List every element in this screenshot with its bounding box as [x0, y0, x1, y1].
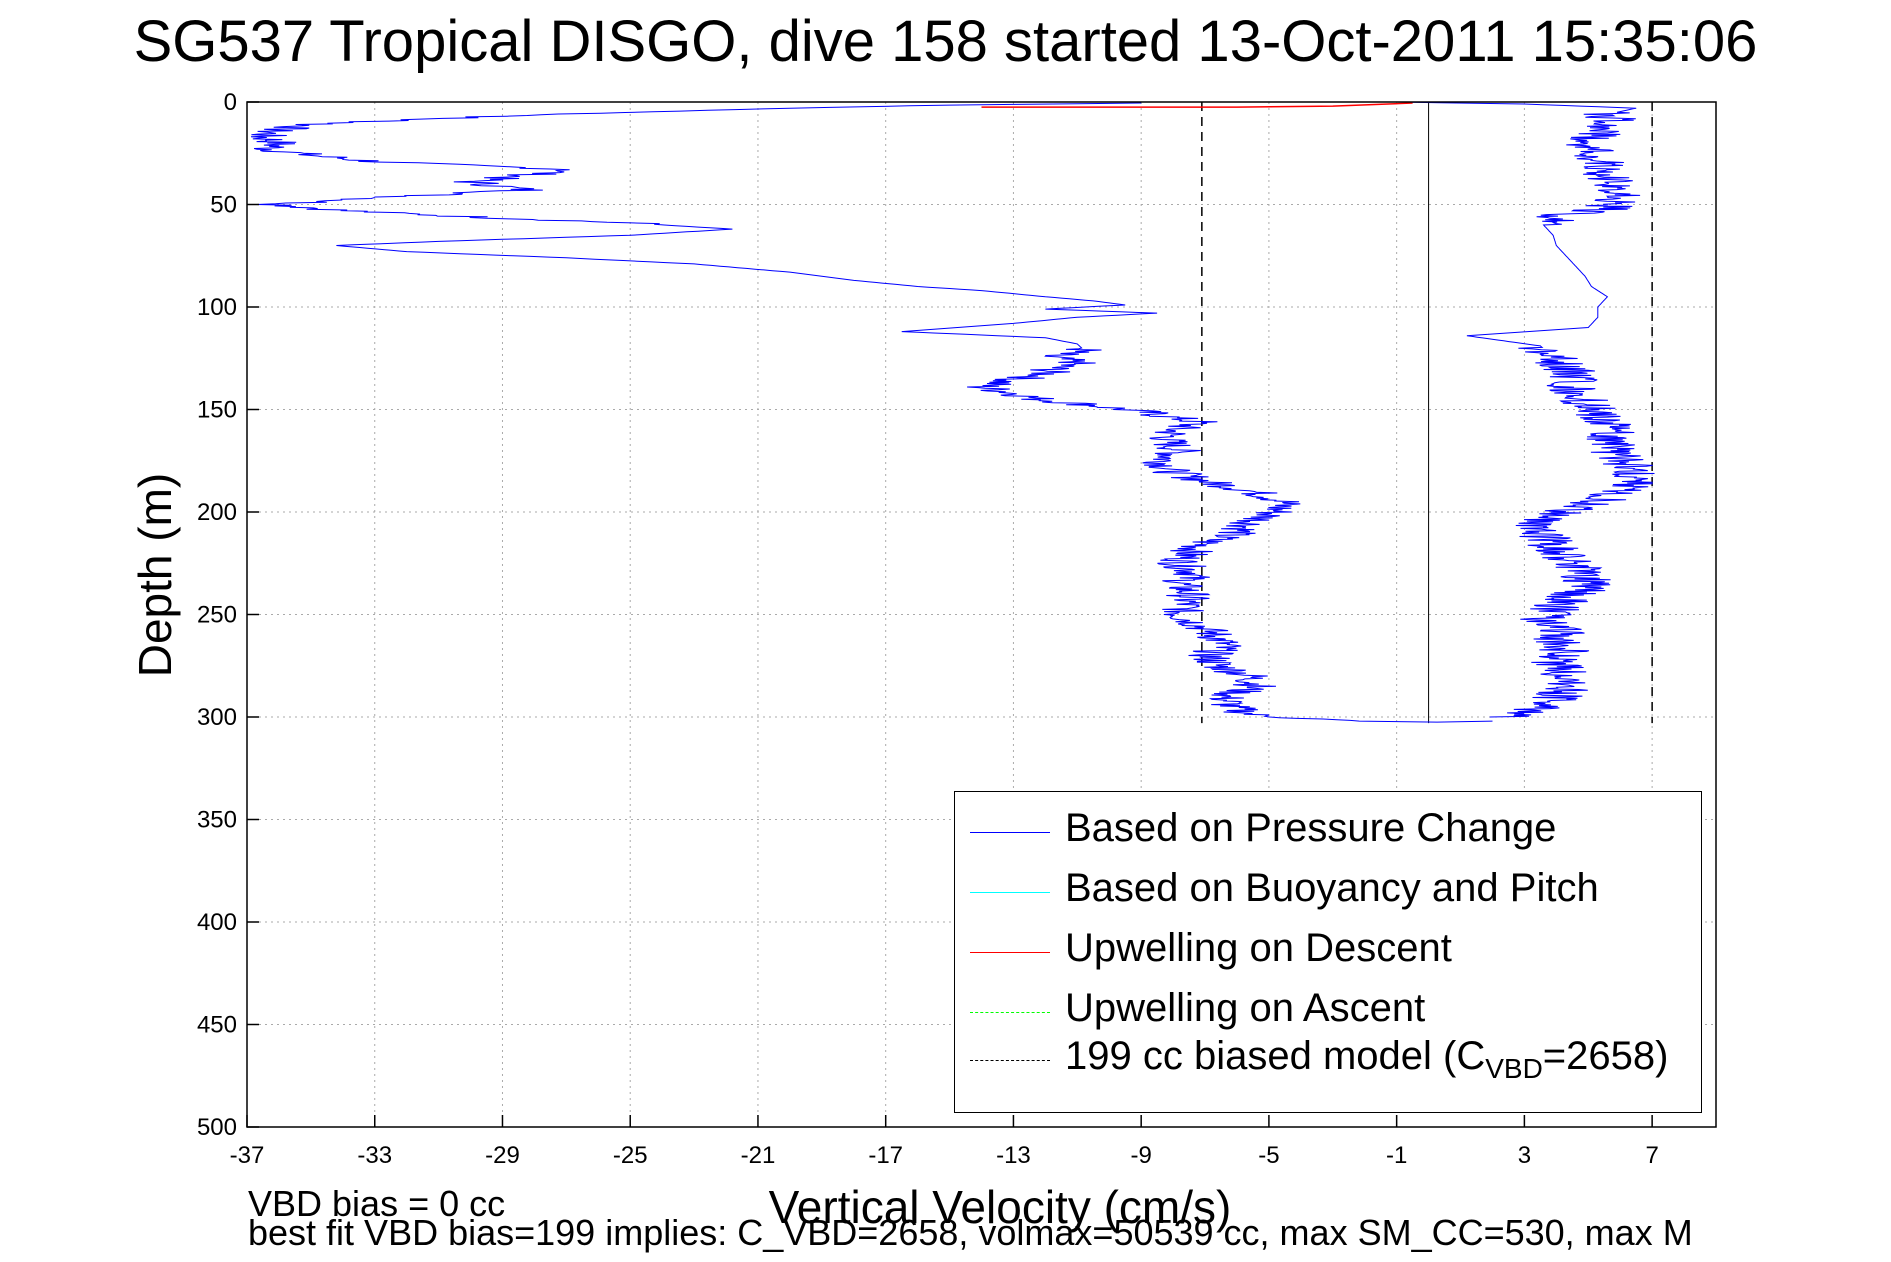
x-tick-label: -21	[741, 1142, 776, 1169]
y-tick-label: 500	[197, 1114, 237, 1141]
vbd-bias-note: VBD bias = 0 cc	[248, 1183, 506, 1224]
x-tick-label: -29	[485, 1142, 520, 1169]
x-axis-label: Vertical Velocity (cm/s)	[768, 1181, 1232, 1233]
axis-ticks: -37 -33 -29 -25 -21 -17 -13 -9 -5 -1 3 705010015020…	[197, 89, 1659, 1169]
legend-item-buoyancy: Based on Buoyancy and Pitch	[955, 866, 1701, 942]
y-tick-label: 200	[197, 499, 237, 526]
pressure-change-descent-line	[250, 102, 1493, 723]
legend-swatch-upwelling-ascent	[970, 1012, 1050, 1013]
legend-swatch-pressure	[970, 832, 1050, 833]
x-tick-label: 7	[1645, 1142, 1658, 1169]
legend-model-sub: VBD	[1485, 1053, 1543, 1084]
y-tick-label: 100	[197, 294, 237, 321]
y-tick-label: 400	[197, 909, 237, 936]
legend-model-text: 199 cc biased model (C	[1065, 1034, 1486, 1078]
x-tick-label: -37	[230, 1142, 265, 1169]
legend-item-model: 199 cc biased model (CVBD=2658)	[955, 1034, 1701, 1110]
legend-label-model: 199 cc biased model (CVBD=2658)	[1065, 1034, 1668, 1085]
legend-item-upwelling-descent: Upwelling on Descent	[955, 926, 1701, 1002]
x-tick-label: -5	[1258, 1142, 1279, 1169]
pressure-change-ascent-line	[1396, 101, 1655, 718]
y-tick-label: 300	[197, 704, 237, 731]
x-tick-label: -25	[613, 1142, 648, 1169]
series-lines	[250, 101, 1655, 723]
y-tick-label: 50	[210, 192, 237, 219]
x-tick-label: 3	[1518, 1142, 1531, 1169]
legend-model-tail: =2658)	[1542, 1034, 1669, 1078]
y-tick-label: 0	[224, 89, 237, 116]
legend-swatch-upwelling-descent	[970, 952, 1050, 953]
legend-swatch-model	[970, 1060, 1050, 1061]
legend-item-upwelling-ascent: Upwelling on Ascent	[955, 986, 1701, 1062]
legend-item-pressure: Based on Pressure Change	[955, 806, 1701, 882]
y-axis-label: Depth (m)	[129, 472, 181, 678]
legend-swatch-buoyancy	[970, 892, 1050, 893]
legend-label-pressure: Based on Pressure Change	[1065, 806, 1557, 850]
legend-label-upwelling-descent: Upwelling on Descent	[1065, 926, 1452, 970]
y-tick-label: 350	[197, 807, 237, 834]
x-tick-label: -1	[1386, 1142, 1407, 1169]
reference-lines	[1201, 102, 1653, 724]
y-tick-label: 250	[197, 602, 237, 629]
upwelling-descent-line	[981, 102, 1413, 108]
y-tick-label: 450	[197, 1012, 237, 1039]
legend-label-upwelling-ascent: Upwelling on Ascent	[1065, 986, 1426, 1030]
legend-label-buoyancy: Based on Buoyancy and Pitch	[1065, 866, 1599, 910]
x-tick-label: -17	[868, 1142, 903, 1169]
x-tick-label: -33	[357, 1142, 392, 1169]
x-tick-label: -9	[1131, 1142, 1152, 1169]
chart-title: SG537 Tropical DISGO, dive 158 started 1…	[133, 9, 1758, 74]
chart-legend: Based on Pressure Change Based on Buoyan…	[954, 791, 1702, 1113]
x-tick-label: -13	[996, 1142, 1031, 1169]
y-tick-label: 150	[197, 397, 237, 424]
best-fit-note: best fit VBD bias=199 implies: C_VBD=265…	[248, 1212, 1693, 1253]
